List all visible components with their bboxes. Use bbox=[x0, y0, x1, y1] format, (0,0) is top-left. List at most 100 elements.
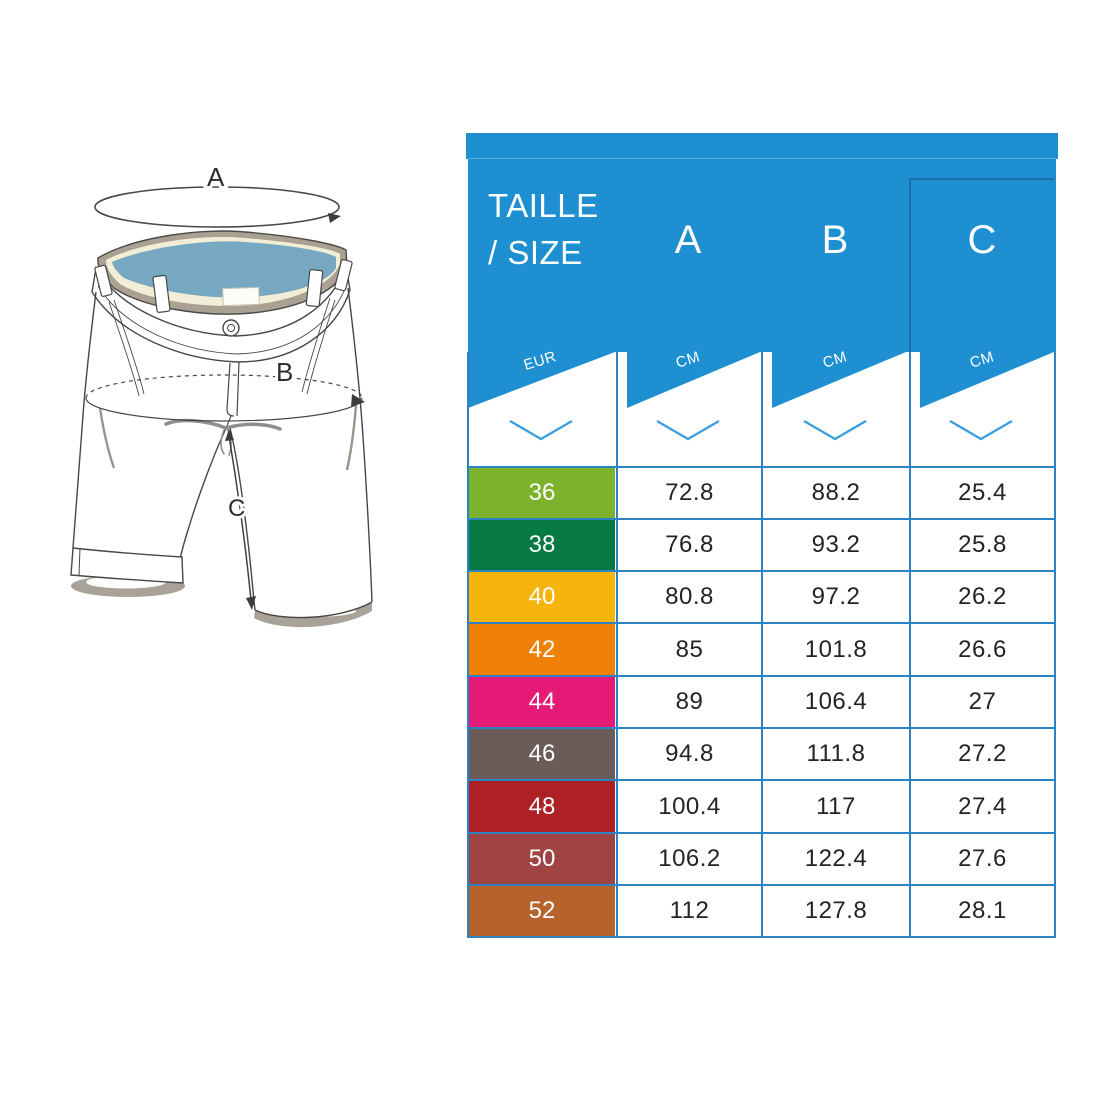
grid-line bbox=[467, 727, 1056, 729]
column-header-a: A bbox=[674, 218, 702, 262]
chevron-down-icon bbox=[949, 419, 1013, 441]
size-cell: 50 bbox=[469, 834, 615, 884]
size-cell: 40 bbox=[469, 572, 615, 622]
header-band-seam bbox=[468, 158, 1056, 159]
grid-line bbox=[467, 622, 1056, 624]
chevron-down-icon bbox=[803, 419, 867, 441]
value-c: 26.6 bbox=[958, 635, 1007, 663]
grid-line bbox=[467, 884, 1056, 886]
column-c-top-seam bbox=[909, 178, 1054, 180]
chevron-down-icon bbox=[656, 419, 720, 441]
table-row: 48 100.4 117 27.4 bbox=[468, 781, 1056, 832]
size-cell: 44 bbox=[469, 677, 615, 727]
left-outer-seam bbox=[72, 291, 97, 549]
right-shade bbox=[345, 404, 358, 471]
care-label-tab bbox=[222, 286, 260, 307]
button-inner bbox=[227, 324, 235, 332]
table-row: 42 85 101.8 26.6 bbox=[468, 624, 1056, 675]
value-b: 117 bbox=[816, 792, 856, 820]
arrowhead-b bbox=[351, 394, 365, 407]
measure-label-a: A bbox=[207, 162, 225, 192]
measure-label-c: C bbox=[228, 495, 245, 522]
shorts-measurement-diagram: A B C bbox=[70, 159, 373, 628]
grid-line bbox=[467, 518, 1056, 520]
hip-ellipse-b-front bbox=[85, 397, 363, 422]
measure-label-b: B bbox=[276, 357, 293, 387]
value-b: 88.2 bbox=[811, 479, 861, 506]
waistband bbox=[91, 265, 351, 363]
table-row: 46 94.8 111.8 27.2 bbox=[468, 729, 1056, 779]
column-header-c: C bbox=[967, 218, 997, 262]
button bbox=[222, 319, 240, 337]
grid-line bbox=[761, 352, 763, 938]
header-blue-block bbox=[468, 133, 1056, 352]
right-pocket-1 bbox=[301, 297, 331, 393]
value-a: 106.2 bbox=[658, 845, 721, 872]
fly-line-1 bbox=[226, 362, 235, 417]
table-row: 44 89 106.4 27 bbox=[468, 677, 1056, 727]
arrowhead-c-top bbox=[225, 429, 234, 441]
value-a: 89 bbox=[675, 688, 704, 715]
value-c: 27.4 bbox=[958, 792, 1007, 820]
value-b: 122.4 bbox=[804, 845, 868, 872]
waistband-seam bbox=[97, 283, 348, 355]
grid-line bbox=[467, 936, 1056, 938]
grid-line bbox=[467, 675, 1056, 677]
value-b: 97.2 bbox=[811, 583, 861, 610]
left-inner-seam bbox=[179, 427, 227, 561]
size-cell: 48 bbox=[469, 781, 615, 832]
table-row: 36 72.8 88.2 25.4 bbox=[468, 468, 1056, 518]
chevron-down-icon bbox=[509, 419, 573, 441]
column-c-left-seam bbox=[909, 178, 911, 406]
hip-ellipse-b-back bbox=[85, 374, 363, 399]
grid-line bbox=[467, 832, 1056, 834]
grid-line bbox=[467, 570, 1056, 572]
value-a: 85 bbox=[675, 635, 704, 663]
arrowhead-a bbox=[328, 213, 341, 223]
grid-line bbox=[467, 466, 1056, 468]
value-a: 80.8 bbox=[665, 583, 714, 610]
value-b: 111.8 bbox=[806, 740, 866, 767]
value-a: 100.4 bbox=[658, 792, 721, 820]
value-b: 101.8 bbox=[804, 635, 868, 663]
value-c: 27.2 bbox=[958, 740, 1007, 767]
right-hem-highlight bbox=[268, 605, 356, 617]
value-b: 127.8 bbox=[804, 897, 868, 924]
left-cuff-fold bbox=[78, 547, 81, 576]
value-c: 25.4 bbox=[958, 479, 1007, 506]
value-a: 94.8 bbox=[665, 740, 714, 767]
waist-lining-blue bbox=[112, 241, 336, 298]
value-b: 93.2 bbox=[811, 531, 861, 558]
value-c: 27.6 bbox=[958, 845, 1007, 872]
value-c: 26.2 bbox=[958, 583, 1007, 610]
grid-line bbox=[909, 352, 911, 938]
drawstring bbox=[164, 418, 282, 456]
belt-loops bbox=[94, 259, 353, 313]
fly-line-2 bbox=[236, 361, 240, 417]
table-title-line2: / SIZE bbox=[488, 234, 583, 271]
right-hem-shadow bbox=[254, 602, 372, 628]
left-cuff bbox=[70, 547, 184, 584]
right-pocket-2 bbox=[306, 299, 336, 395]
grid-line bbox=[467, 352, 469, 938]
grid-line bbox=[467, 779, 1056, 781]
value-a: 76.8 bbox=[665, 531, 714, 558]
grid-line bbox=[616, 352, 618, 938]
value-c: 27 bbox=[968, 688, 997, 715]
size-cell: 52 bbox=[469, 886, 615, 936]
left-pocket-1 bbox=[113, 299, 145, 395]
size-cell: 42 bbox=[469, 624, 615, 675]
table-title: TAILLE / SIZE bbox=[488, 182, 599, 276]
left-shade bbox=[98, 407, 116, 469]
waist-ellipse-a bbox=[94, 186, 340, 228]
table-title-line1: TAILLE bbox=[488, 187, 599, 224]
arrowhead-c-bottom bbox=[246, 596, 256, 610]
table-row: 38 76.8 93.2 25.8 bbox=[468, 520, 1056, 570]
grid-line bbox=[1054, 352, 1056, 938]
value-c: 28.1 bbox=[958, 897, 1007, 924]
size-cell: 36 bbox=[469, 468, 615, 518]
size-cell: 46 bbox=[469, 729, 615, 779]
table-row: 52 112 127.8 28.1 bbox=[468, 886, 1056, 936]
column-header-b: B bbox=[821, 218, 849, 262]
